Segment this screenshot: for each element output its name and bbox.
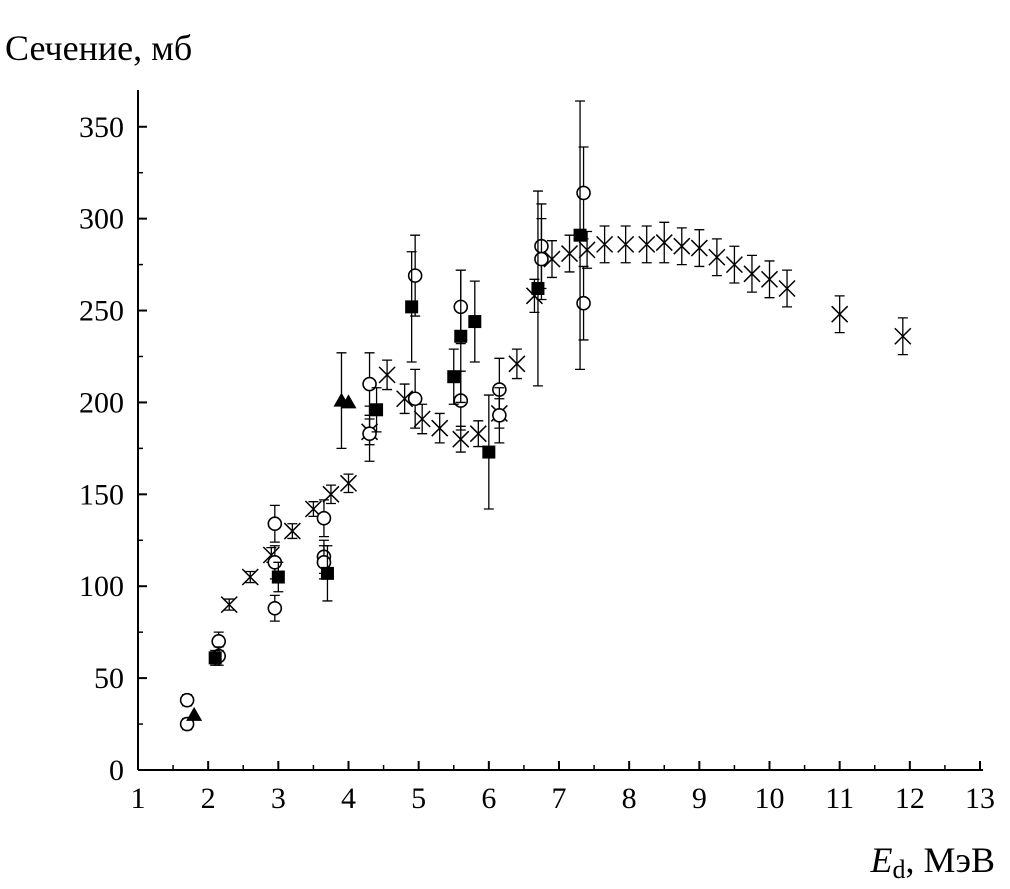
cross-marker <box>469 425 487 443</box>
square-marker <box>482 445 496 459</box>
x-tick-label: 1 <box>131 782 146 815</box>
square-marker <box>370 403 384 417</box>
cross-marker <box>596 235 614 253</box>
x-tick-label: 12 <box>895 782 925 815</box>
cross-marker <box>578 241 596 259</box>
square-marker <box>208 651 222 665</box>
x-tick-label: 2 <box>201 782 216 815</box>
circle-marker <box>407 391 423 407</box>
x-tick-label: 6 <box>481 782 496 815</box>
circle-marker <box>179 692 195 708</box>
cross-marker <box>760 270 779 288</box>
y-axis-title: Сечение, мб <box>5 28 192 68</box>
y-tick-label: 100 <box>79 570 124 603</box>
y-tick-label: 150 <box>79 478 124 511</box>
cross-marker <box>431 419 449 437</box>
cross-marker <box>725 256 743 274</box>
x-tick-label: 9 <box>692 782 707 815</box>
square-marker <box>405 300 419 314</box>
cross-marker <box>241 568 259 586</box>
x-tick-label: 11 <box>825 782 854 815</box>
x-axis-title: Ed, МэВ <box>870 840 995 884</box>
cross-marker <box>396 390 414 408</box>
circle-marker <box>576 295 591 311</box>
square-marker <box>447 370 461 384</box>
triangle-marker <box>340 394 357 409</box>
circle-marker <box>211 634 226 649</box>
cross-marker <box>339 474 358 492</box>
circle-marker <box>267 600 283 616</box>
square-marker <box>320 566 334 580</box>
cross-marker <box>378 366 396 384</box>
cross-marker <box>831 305 849 323</box>
y-tick-label: 50 <box>94 662 124 695</box>
cross-marker <box>413 410 431 428</box>
cross-marker <box>220 596 238 614</box>
cross-marker <box>617 235 635 253</box>
cross-marker <box>894 327 912 345</box>
x-tick-label: 7 <box>552 782 567 815</box>
circle-marker <box>316 510 332 526</box>
square-marker <box>531 281 545 295</box>
x-axis-title-unit: , МэВ <box>906 840 995 880</box>
circle-marker <box>362 376 377 392</box>
square-marker <box>454 329 468 343</box>
circle-marker <box>492 407 507 423</box>
circle-marker <box>534 251 549 267</box>
y-tick-label: 200 <box>79 386 124 419</box>
square-marker <box>468 315 482 329</box>
x-axis-title-symbol: E <box>870 840 893 880</box>
circle-marker <box>407 268 423 283</box>
square-marker <box>573 228 587 242</box>
cross-marker <box>743 265 761 283</box>
cross-marker <box>673 237 691 255</box>
cross-marker <box>560 245 579 263</box>
x-tick-label: 4 <box>341 782 356 815</box>
cross-marker <box>638 235 656 253</box>
x-tick-label: 13 <box>965 782 995 815</box>
cross-marker <box>778 279 796 298</box>
cross-marker <box>708 248 726 266</box>
x-tick-label: 3 <box>271 782 286 815</box>
cross-marker <box>508 355 526 373</box>
cross-marker <box>655 234 673 252</box>
axis-ticks <box>137 125 981 771</box>
plot-frame <box>137 90 983 771</box>
circle-marker <box>362 426 377 441</box>
square-marker <box>271 570 285 584</box>
y-tick-label: 0 <box>109 754 124 787</box>
triangle-marker <box>186 706 203 721</box>
x-tick-label: 5 <box>411 782 426 815</box>
y-tick-label: 350 <box>79 111 124 144</box>
circle-marker <box>576 185 591 201</box>
data-marks <box>179 100 912 732</box>
cross-marker <box>452 430 470 448</box>
x-tick-label: 8 <box>622 782 637 815</box>
cross-marker <box>690 239 708 257</box>
cross-marker <box>283 522 301 540</box>
y-tick-label: 250 <box>79 295 124 328</box>
x-axis-title-subscript: d <box>893 855 906 884</box>
x-tick-label: 10 <box>755 782 785 815</box>
cross-marker <box>543 250 561 268</box>
y-tick-label: 300 <box>79 203 124 236</box>
circle-marker <box>267 516 283 532</box>
